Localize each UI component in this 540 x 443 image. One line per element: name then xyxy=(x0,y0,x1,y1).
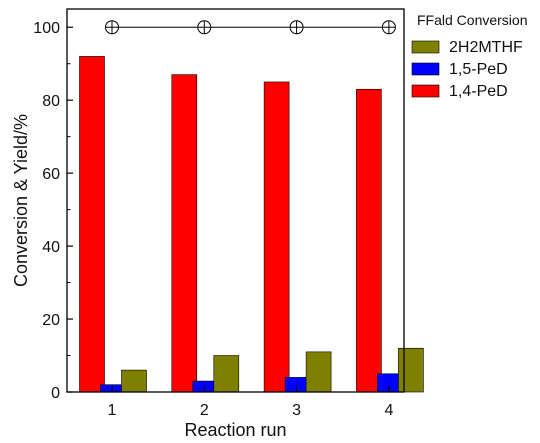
y-axis: 0 20 40 60 80 100 xyxy=(33,20,73,402)
legend-entry-ffald-conversion: FFald Conversion xyxy=(417,12,528,28)
x-tick-label: 1 xyxy=(108,402,117,419)
plot-frame xyxy=(66,8,405,393)
bar-1-4-ped-run-2 xyxy=(171,74,198,393)
legend-swatch-2h2mthf xyxy=(411,40,440,54)
bar-2h2mthf-run-2 xyxy=(213,355,240,393)
y-tick-label: 60 xyxy=(42,166,60,183)
conversion-point-run-2 xyxy=(197,20,212,35)
bar-2h2mthf-run-3 xyxy=(305,351,332,393)
legend: FFald Conversion 2H2MTHF 1,5-PeD 1,4-PeD xyxy=(411,12,528,100)
x-axis-title: Reaction run xyxy=(184,420,286,440)
legend-swatch-1-5-ped xyxy=(411,62,440,76)
conversion-point-run-3 xyxy=(289,20,304,35)
legend-label-2h2mthf: 2H2MTHF xyxy=(449,39,523,56)
bars-layer xyxy=(79,56,424,393)
y-tick-label: 0 xyxy=(51,385,60,402)
bar-1-4-ped-run-4 xyxy=(356,88,382,393)
y-tick-label: 40 xyxy=(42,239,60,256)
conversion-point-run-1 xyxy=(105,20,119,35)
conversion-point-run-4 xyxy=(381,20,396,35)
bar-2h2mthf-run-4 xyxy=(398,347,424,393)
y-axis-title: Conversion & Yield/% xyxy=(11,114,31,287)
y-tick-label: 20 xyxy=(42,312,60,329)
y-tick-label: 80 xyxy=(42,93,60,110)
x-axis: 1 2 3 4 xyxy=(108,386,393,419)
conversion-line-layer xyxy=(105,20,396,35)
bar-2h2mthf-run-1 xyxy=(121,369,147,393)
bar-1-4-ped-run-3 xyxy=(263,81,290,393)
y-tick-label: 100 xyxy=(33,20,60,37)
legend-swatch-1-4-ped xyxy=(411,84,440,98)
legend-label-1-4-ped: 1,4-PeD xyxy=(449,83,508,100)
bar-1-4-ped-run-1 xyxy=(79,56,105,393)
x-tick-label: 4 xyxy=(384,402,393,419)
legend-label-1-5-ped: 1,5-PeD xyxy=(449,61,508,78)
x-tick-label: 2 xyxy=(200,402,209,419)
x-tick-label: 3 xyxy=(292,402,301,419)
